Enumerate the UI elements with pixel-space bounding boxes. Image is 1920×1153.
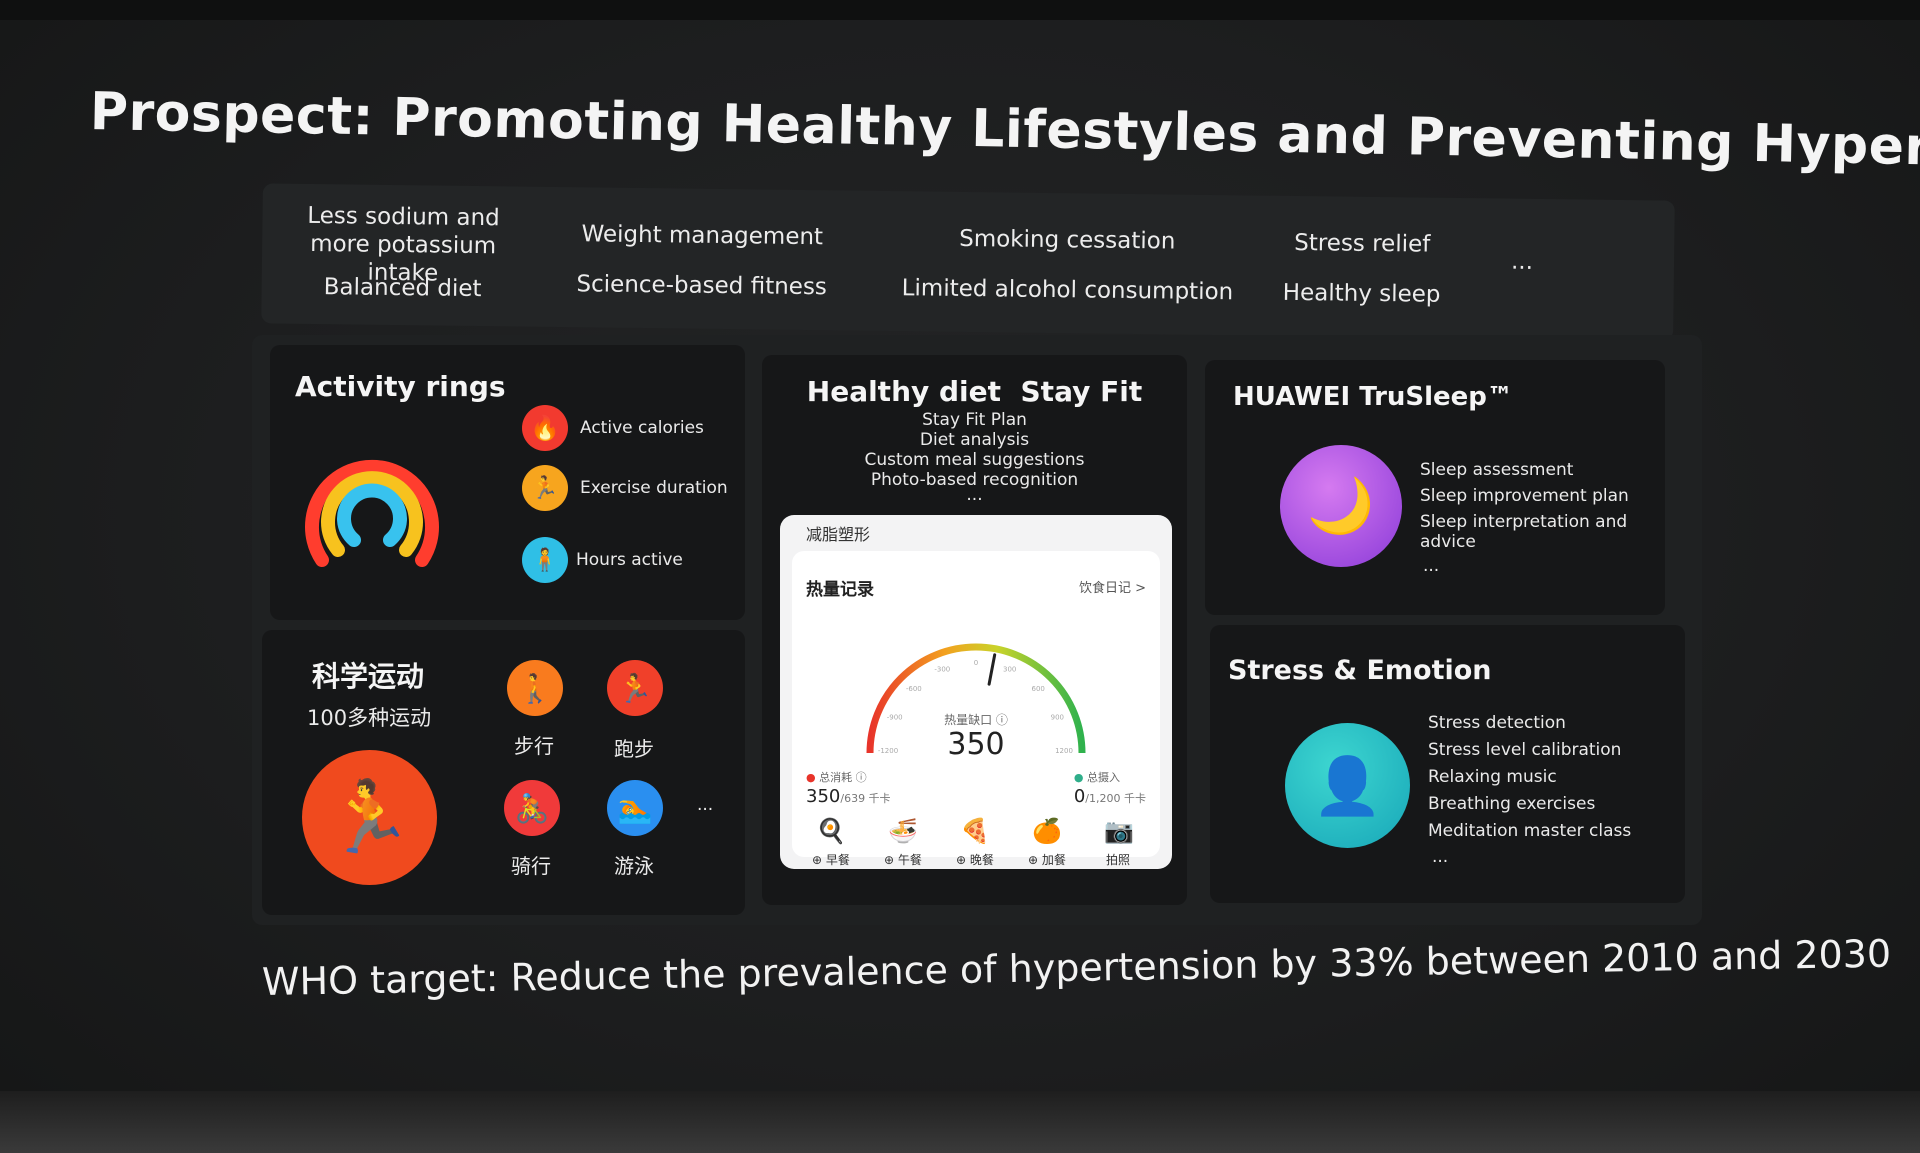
goals-bar: Less sodium and more potassium intake Ba… [261, 183, 1675, 341]
meal-snack-button[interactable]: ⊕ 加餐 [1028, 853, 1066, 867]
slide-title: Prospect: Promoting Healthy Lifestyles a… [89, 82, 1920, 182]
gauge-tick-label: 0 [974, 659, 978, 667]
diet-more: ... [966, 485, 983, 505]
swimming-icon: 🏊 [607, 780, 663, 836]
gauge-tick-label: -300 [934, 666, 950, 674]
running-small-icon: 🏃 [607, 660, 663, 716]
diet-diary-link[interactable]: 饮食日记 > [1078, 581, 1146, 596]
intake-icon: ● [1073, 771, 1084, 784]
diet-item-plan: Stay Fit Plan [922, 410, 1027, 430]
sports-more: ... [697, 795, 714, 815]
stress-more: ... [1432, 847, 1449, 867]
gauge-tick-label: -900 [887, 713, 903, 721]
sport-running-label: 跑步 [614, 737, 654, 761]
burn-label-text: 总消耗 ⓘ [819, 771, 867, 784]
calorie-gauge: -1200 -900 -600 -300 0 300 600 900 1200 [866, 643, 1086, 756]
meal-dinner-button[interactable]: ⊕ 晚餐 [956, 853, 994, 867]
gauge-label: 热量缺口 ⓘ [944, 713, 1008, 727]
burn-value-num: 350 [806, 786, 841, 807]
dinner-icon: 🍕 [960, 817, 990, 845]
meal-lunch-button[interactable]: ⊕ 午餐 [884, 853, 922, 867]
stress-heading: Stress & Emotion [1228, 655, 1492, 686]
stress-item-detection: Stress detection [1428, 713, 1566, 733]
activity-item-exercise: Exercise duration [580, 478, 728, 498]
gauge-tick-label: 1200 [1055, 747, 1073, 755]
gauge-tick-label: -1200 [878, 747, 898, 755]
goal-alcohol: Limited alcohol consumption [901, 275, 1234, 306]
stress-person-heart-icon: 👤 [1285, 723, 1410, 848]
burn-total: /639 千卡 [840, 792, 891, 805]
calorie-card: 热量记录 饮食日记 > -1200 -900 -600 -300 0 300 600 900 1… [792, 551, 1160, 867]
goal-weight: Weight management [581, 221, 824, 251]
snack-icon: 🍊 [1032, 817, 1062, 845]
diet-item-photo: Photo-based recognition [870, 470, 1079, 490]
stress-emotion-panel: Stress & Emotion 👤 Stress detection Stre… [1210, 625, 1685, 903]
flame-icon: 🔥 [522, 405, 568, 451]
trusleep-item-assessment: Sleep assessment [1420, 460, 1574, 480]
gauge-tick-label: 600 [1032, 685, 1045, 693]
stage-floor [0, 1091, 1920, 1153]
gauge-needle [987, 653, 997, 686]
sports-heading: 科学运动 [312, 660, 425, 693]
trusleep-panel: HUAWEI TruSleep™ 🌙 Sleep assessment Slee… [1205, 360, 1665, 615]
sport-cycling-label: 骑行 [511, 854, 551, 878]
trusleep-item-plan: Sleep improvement plan [1420, 486, 1629, 506]
burn-label: ● 总消耗 ⓘ [806, 769, 867, 785]
burn-icon: ● [806, 771, 816, 784]
intake-total: /1,200 千卡 [1085, 792, 1146, 805]
diet-item-analysis: Diet analysis [919, 430, 1030, 450]
stress-item-meditation: Meditation master class [1428, 821, 1632, 841]
walking-icon: 🚶 [507, 660, 563, 716]
gauge-tick-labels: -1200 -900 -600 -300 0 300 600 900 1200 [878, 659, 1073, 755]
running-icon: 🏃 [302, 750, 437, 885]
sports-subheading: 100多种运动 [307, 706, 432, 730]
activity-rings-icon [305, 459, 439, 567]
gauge-tick-label: 900 [1051, 713, 1064, 721]
diet-item-meals: Custom meal suggestions [864, 450, 1085, 470]
intake-label-text: 总摄入 [1087, 771, 1120, 784]
diet-heading: Healthy diet Stay Fit [806, 375, 1143, 408]
burn-value: 350/639 千卡 [806, 786, 891, 807]
sport-swimming-label: 游泳 [614, 854, 654, 878]
activity-item-hours: Hours active [576, 550, 683, 570]
goal-balanced-diet: Balanced diet [323, 274, 482, 303]
calorie-card-title: 热量记录 [806, 580, 874, 600]
trusleep-heading: HUAWEI TruSleep™ [1233, 382, 1513, 412]
goals-more: ... [1510, 248, 1534, 275]
activity-rings-panel: Activity rings 🔥 Active calories 🏃 Exerc… [270, 345, 745, 620]
goal-smoking: Smoking cessation [959, 225, 1176, 255]
gauge-value: 350 [947, 727, 1005, 762]
lunch-icon: 🍜 [888, 817, 918, 845]
goal-sleep: Healthy sleep [1282, 279, 1441, 308]
intake-value: 0/1,200 千卡 [1074, 786, 1146, 807]
goal-fitness: Science-based fitness [576, 271, 828, 301]
stress-item-calibration: Stress level calibration [1428, 740, 1622, 760]
trusleep-more: ... [1423, 556, 1440, 576]
camera-icon: 📷 [1104, 817, 1134, 845]
activity-rings-heading: Activity rings [295, 370, 506, 403]
cycling-icon: 🚴 [504, 780, 560, 836]
who-target-caption: WHO target: Reduce the prevalence of hyp… [261, 931, 1892, 1004]
sport-walking-label: 步行 [514, 734, 554, 758]
gauge-tick-label: 300 [1003, 666, 1016, 674]
trusleep-item-advice: Sleep interpretation and advice [1420, 512, 1628, 552]
standing-icon: 🧍 [522, 537, 568, 583]
breakfast-icon: 🍳 [816, 817, 846, 845]
intake-value-num: 0 [1073, 786, 1086, 807]
stress-item-breathing: Breathing exercises [1428, 794, 1596, 814]
diet-app-screen: 减脂塑形 热量记录 饮食日记 > -1200 -900 -600 -300 0 300 60… [780, 515, 1172, 869]
app-mode-label: 减脂塑形 [806, 525, 871, 544]
photo-button[interactable]: 拍照 [1106, 853, 1131, 867]
stress-item-music: Relaxing music [1428, 767, 1557, 787]
activity-item-calories: Active calories [580, 418, 704, 438]
sleep-moon-icon: 🌙 [1280, 445, 1402, 567]
sports-panel: 科学运动 100多种运动 🏃 🚶 步行 🏃 跑步 🚴 骑行 🏊 游泳 ... [262, 630, 745, 915]
goal-stress: Stress relief [1294, 229, 1431, 258]
stage-lights [0, 0, 1920, 20]
exercise-icon: 🏃 [522, 465, 568, 511]
intake-label: ● 总摄入 [1074, 769, 1120, 785]
meal-breakfast-button[interactable]: ⊕ 早餐 [812, 853, 850, 867]
gauge-tick-label: -600 [906, 685, 922, 693]
